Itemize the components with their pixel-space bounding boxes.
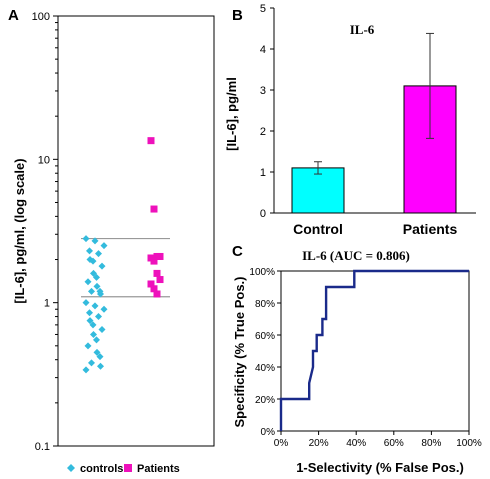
panel-b-title: IL-6 (350, 22, 375, 37)
controls-point (88, 287, 95, 295)
controls-point (93, 336, 100, 344)
panel-a-plot-frame (57, 15, 215, 447)
controls-point (100, 242, 108, 250)
controls-point (95, 250, 102, 258)
panel-c-x-axis-label: 1-Selectivity (% False Pos.) (296, 460, 464, 475)
panel-c-y-tick-label: 20% (255, 395, 275, 406)
controls-point (86, 317, 94, 325)
controls-point (97, 362, 104, 370)
controls-point (88, 359, 95, 367)
panel-letter-b: B (232, 7, 243, 24)
controls-point (96, 353, 104, 361)
controls-point (90, 330, 97, 338)
panel-a-y-tick-label: 1 (44, 298, 50, 310)
panel-b-y-axis-label: [IL-6], pg/ml (224, 77, 239, 151)
panel-c-chart: 0% 20% 40% 60% 80% 100% 0% 20% 40% 60% 80% 100% IL-… (232, 248, 482, 475)
controls-point (82, 366, 90, 374)
panel-c-plot-frame (280, 270, 470, 432)
panel-a-y-ticks: 0.1 1 10 100 (32, 11, 58, 453)
controls-point (82, 235, 90, 243)
bar-control (291, 167, 345, 214)
legend-controls-marker (67, 464, 75, 472)
panel-c-y-axis-label: Specificity (% True Pos.) (232, 277, 247, 428)
panel-c-x-tick-label: 40% (346, 438, 366, 449)
controls-point (91, 237, 99, 245)
controls-point (90, 269, 97, 277)
panel-c-y-tick-label: 0% (261, 427, 276, 438)
controls-point (86, 309, 93, 317)
panel-a-chart: 0.1 1 10 100 [IL-6], pg/ml, (log scale) con… (12, 11, 215, 475)
panel-c-y-tick-label: 80% (255, 299, 275, 310)
legend-controls-label: controls (80, 463, 123, 475)
controls-point (95, 313, 102, 321)
controls-point (86, 247, 93, 255)
panel-a-y-tick-label: 10 (38, 154, 50, 166)
panel-c-x-tick-label: 0% (274, 438, 289, 449)
controls-point (98, 325, 106, 333)
controls-point (93, 282, 101, 290)
patients-point (153, 269, 161, 277)
roc-line (279, 269, 469, 431)
panel-c-x-tick-label: 100% (456, 438, 482, 449)
legend-patients-label: Patients (137, 463, 180, 475)
panel-b-y-tick-label: 0 (260, 208, 266, 220)
controls-point (100, 305, 108, 313)
panel-c-y-tick-label: 100% (249, 267, 275, 278)
panel-c-x-tick-label: 60% (384, 438, 404, 449)
panel-c-y-tick-label: 60% (255, 331, 275, 342)
patients-point (156, 252, 164, 260)
category-label: Control (293, 221, 343, 237)
patients-point (147, 137, 155, 145)
panel-a-y-tick-label: 100 (32, 11, 50, 23)
patients-point (147, 280, 155, 288)
controls-point (93, 273, 100, 281)
panel-c-roc-curve (279, 269, 469, 431)
controls-point (84, 278, 92, 286)
controls-point (91, 302, 99, 310)
panel-c-title: IL-6 (AUC = 0.806) (302, 248, 410, 263)
panel-c-ticks: 0% 20% 40% 60% 80% 100% 0% 20% 40% 60% 80% 100% (249, 267, 481, 449)
panel-b-y-tick-label: 1 (260, 167, 266, 179)
panel-a-legend: controls Patients (67, 463, 180, 475)
panel-b-chart: 0 1 2 3 4 5 Control Patients IL-6 [IL-6], pg/m… (224, 3, 476, 237)
controls-point (89, 257, 97, 265)
controls-point (93, 348, 101, 356)
panel-a-points (82, 137, 164, 374)
panel-letter-c: C (232, 243, 243, 260)
controls-point (97, 290, 104, 298)
panel-a-y-tick-label: 0.1 (35, 441, 50, 453)
patients-point (153, 290, 161, 298)
controls-point (89, 321, 97, 329)
controls-point (82, 299, 90, 307)
patients-point (150, 205, 158, 213)
panel-b-y-tick-label: 4 (260, 44, 266, 56)
panel-c-y-tick-label: 40% (255, 363, 275, 374)
controls-point (98, 262, 106, 270)
panel-c-x-tick-label: 80% (421, 438, 441, 449)
panel-a-y-axis-label: [IL-6], pg/ml, (log scale) (12, 158, 27, 303)
category-label: Patients (403, 221, 458, 237)
panel-c-x-tick-label: 20% (309, 438, 329, 449)
patients-point (150, 257, 158, 265)
patients-point (156, 276, 164, 284)
panel-letter-a: A (8, 7, 19, 24)
controls-point (84, 342, 92, 350)
panel-b-bars: Control Patients (291, 32, 458, 237)
panel-b-y-tick-label: 2 (260, 126, 266, 138)
panel-b-y-tick-label: 3 (260, 85, 266, 97)
legend-patients-marker (124, 464, 132, 472)
patients-point (150, 285, 158, 293)
panel-b-y-tick-label: 5 (260, 3, 266, 15)
